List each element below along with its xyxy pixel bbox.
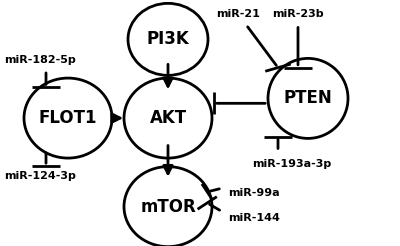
Text: AKT: AKT bbox=[150, 109, 186, 127]
Text: PTEN: PTEN bbox=[284, 89, 332, 108]
Text: miR-99a: miR-99a bbox=[228, 188, 280, 198]
Ellipse shape bbox=[128, 3, 208, 75]
Text: miR-21: miR-21 bbox=[216, 9, 260, 18]
Text: mTOR: mTOR bbox=[140, 198, 196, 216]
Text: miR-193a-3p: miR-193a-3p bbox=[252, 159, 331, 169]
Ellipse shape bbox=[24, 78, 112, 158]
Text: FLOT1: FLOT1 bbox=[39, 109, 97, 127]
Text: miR-23b: miR-23b bbox=[272, 9, 324, 18]
Ellipse shape bbox=[124, 167, 212, 246]
Text: PI3K: PI3K bbox=[147, 30, 189, 48]
Text: miR-144: miR-144 bbox=[228, 213, 280, 223]
Ellipse shape bbox=[124, 78, 212, 158]
Ellipse shape bbox=[268, 58, 348, 138]
Text: miR-124-3p: miR-124-3p bbox=[4, 171, 76, 181]
Text: miR-182-5p: miR-182-5p bbox=[4, 55, 76, 65]
